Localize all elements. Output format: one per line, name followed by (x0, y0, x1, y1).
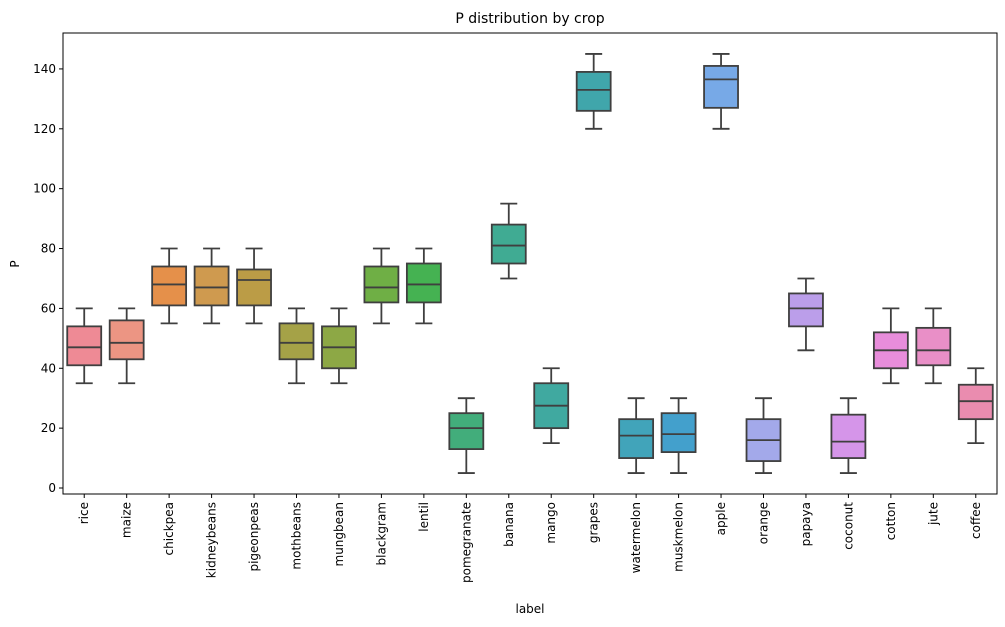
x-tick-label-watermelon: watermelon (629, 502, 643, 573)
x-tick-label-muskmelon: muskmelon (672, 502, 686, 572)
x-tick-label-chickpea: chickpea (162, 502, 176, 555)
y-tick-label: 100 (33, 182, 56, 196)
y-tick-label: 0 (48, 481, 56, 495)
box-body (278, 322, 315, 361)
x-tick-label-coconut: coconut (841, 502, 855, 550)
box-coffee (957, 367, 994, 445)
box-body (490, 223, 527, 265)
x-tick-label-lentil: lentil (417, 502, 431, 532)
box-body (405, 262, 442, 304)
box-body (788, 292, 824, 328)
box-muskmelon (660, 397, 697, 474)
box-grapes (575, 53, 612, 130)
y-tick-label: 20 (41, 421, 56, 435)
box-cotton (872, 307, 909, 385)
box-body (618, 418, 655, 459)
x-tick-label-jute: jute (926, 502, 940, 526)
box-body (108, 319, 145, 361)
y-axis-label: P (8, 260, 22, 267)
y-tick-label: 40 (41, 361, 56, 375)
y-tick-label: 60 (41, 301, 56, 315)
box-body (193, 265, 230, 307)
box-body (830, 413, 867, 459)
x-tick-label-grapes: grapes (587, 502, 601, 543)
x-tick-label-pomegranate: pomegranate (459, 502, 473, 583)
x-tick-label-pigeonpeas: pigeonpeas (247, 502, 261, 572)
y-tick-label: 80 (41, 242, 56, 256)
x-tick-label-cotton: cotton (884, 502, 898, 540)
box-rice (66, 307, 103, 385)
x-tick-label-kidneybeans: kidneybeans (205, 502, 219, 578)
box-watermelon (618, 397, 655, 474)
x-tick-label-mothbeans: mothbeans (290, 502, 304, 570)
x-axis: rice maize chickpea kidneybeans pigeonpeas mo… (77, 494, 983, 583)
box-mungbean (321, 307, 357, 385)
x-tick-label-rice: rice (77, 502, 91, 524)
box-pigeonpeas (236, 247, 272, 325)
x-tick-label-mungbean: mungbean (332, 502, 346, 566)
box-kidneybeans (193, 247, 230, 325)
box-body (236, 268, 272, 307)
box-body (575, 71, 612, 112)
box-papaya (788, 277, 824, 352)
plot-frame (62, 32, 998, 495)
x-tick-label-orange: orange (757, 502, 771, 544)
box-apple (703, 53, 739, 130)
box-body (66, 325, 103, 367)
box-body (151, 265, 188, 307)
y-tick-label: 120 (33, 122, 56, 136)
x-tick-label-apple: apple (714, 502, 728, 535)
x-tick-label-papaya: papaya (799, 502, 813, 546)
box-orange (745, 397, 782, 474)
x-axis-label: label (515, 602, 544, 616)
box-jute (915, 307, 952, 385)
box-blackgram (363, 247, 400, 325)
y-axis: 0 20 40 60 80 100 120 140 (33, 62, 63, 495)
chart-title: P distribution by crop (455, 11, 604, 27)
box-body (703, 65, 739, 109)
box-mango (533, 367, 570, 445)
x-tick-label-maize: maize (120, 502, 134, 538)
box-pomegranate (448, 397, 485, 474)
box-body (363, 265, 400, 304)
box-coconut (830, 397, 867, 474)
box-body (915, 326, 952, 367)
x-tick-label-mango: mango (544, 502, 558, 544)
box-body (448, 412, 485, 450)
x-tick-label-banana: banana (502, 502, 516, 547)
box-chickpea (151, 247, 188, 325)
box-body (660, 412, 697, 453)
x-tick-label-coffee: coffee (969, 502, 983, 539)
box-lentil (405, 247, 442, 325)
box-maize (108, 307, 145, 385)
plot-area (62, 32, 998, 495)
box-banana (490, 202, 527, 280)
x-tick-label-blackgram: blackgram (374, 502, 388, 565)
y-tick-label: 140 (33, 62, 56, 76)
box-mothbeans (278, 307, 315, 385)
